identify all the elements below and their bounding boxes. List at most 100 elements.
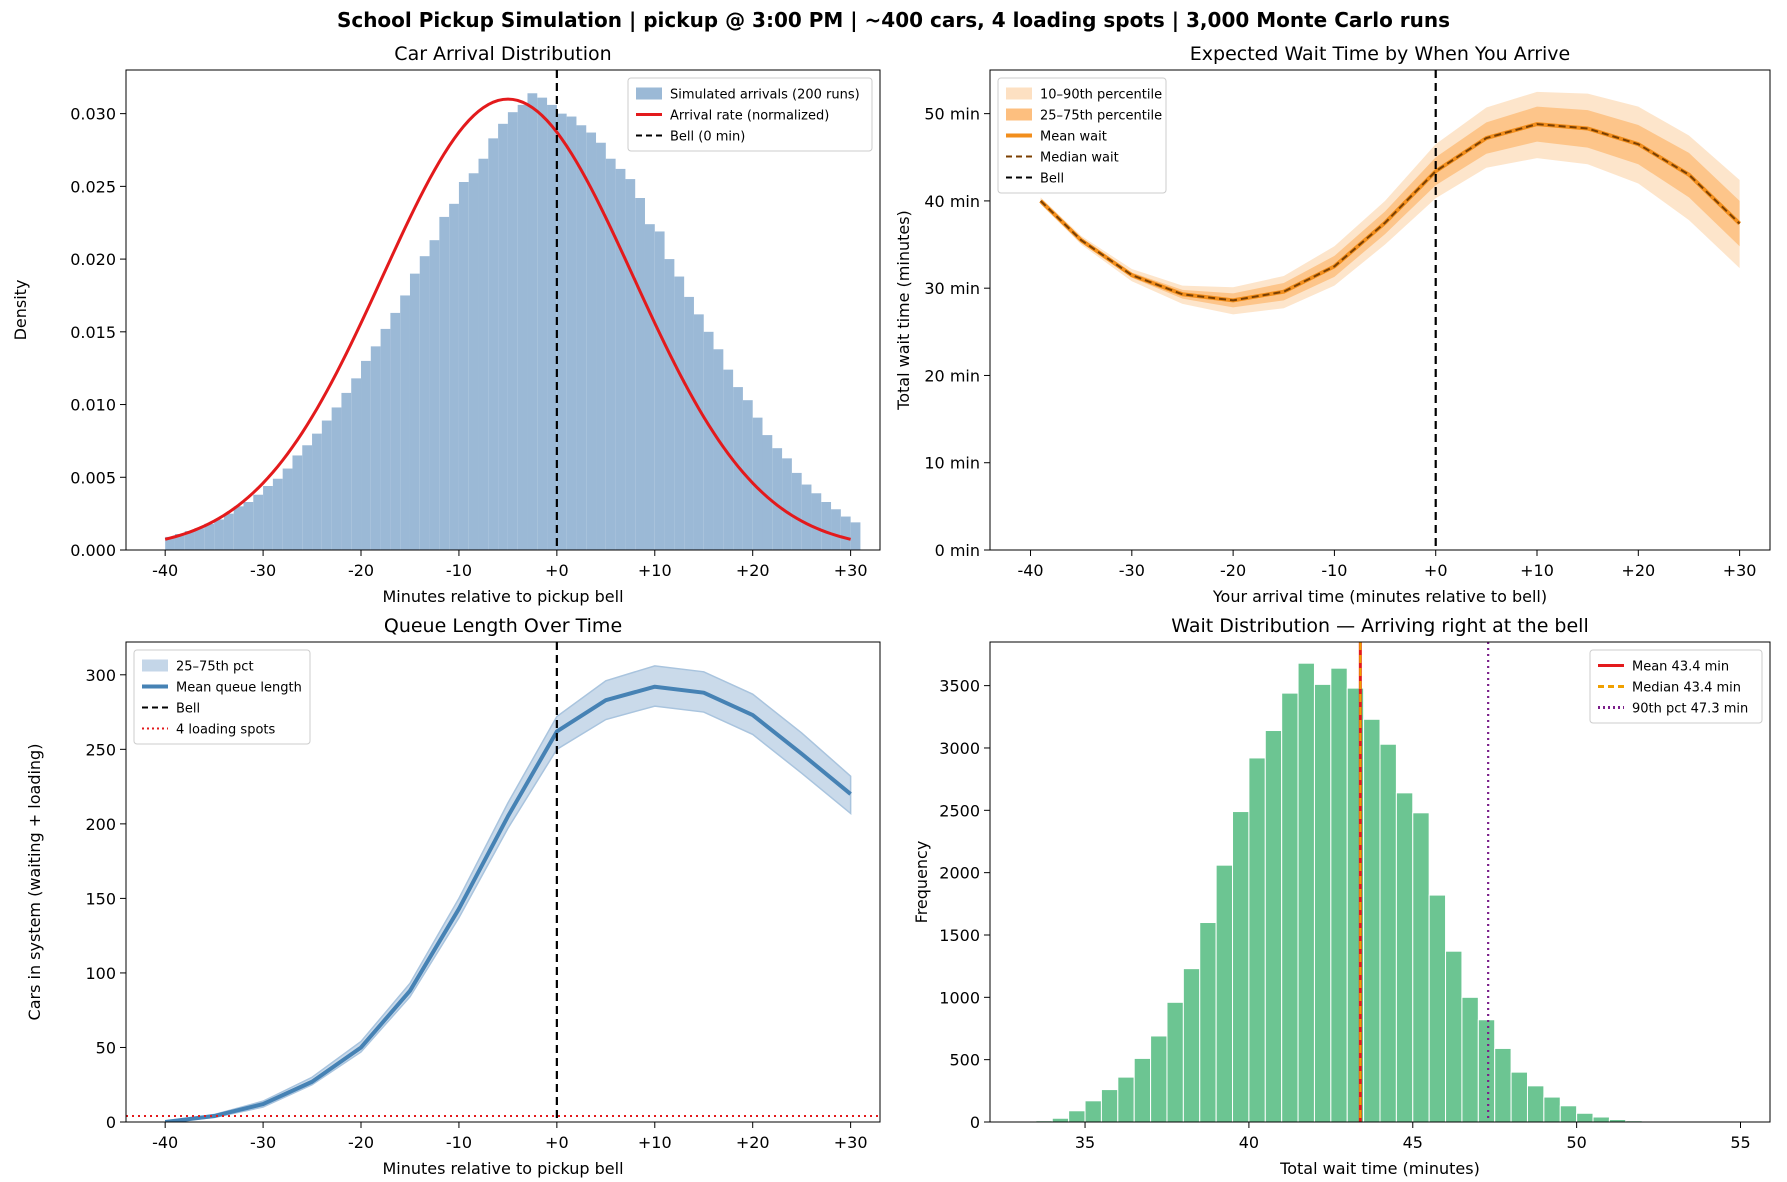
histogram-bar <box>351 378 362 550</box>
x-tick-label: 40 <box>1239 1133 1259 1152</box>
subplot-title: Queue Length Over Time <box>384 615 622 637</box>
histogram-bar <box>390 312 401 550</box>
legend-label: Mean wait <box>1040 130 1107 145</box>
histogram-bar <box>782 458 792 550</box>
legend-label: Simulated arrivals (200 runs) <box>670 88 860 103</box>
y-tick-label: 300 <box>85 666 116 685</box>
legend: Simulated arrivals (200 runs) Arrival rat… <box>627 77 873 152</box>
y-axis-label: Density <box>11 280 30 341</box>
legend: Mean 43.4 min Median 43.4 min 90th pct 47.… <box>1589 649 1763 724</box>
x-tick-label: +10 <box>638 1133 672 1152</box>
legend-label: Median wait <box>1040 151 1119 166</box>
histogram-bar <box>1477 1019 1496 1122</box>
y-tick-label: 0.015 <box>70 323 116 342</box>
histogram-bar <box>605 158 616 550</box>
y-tick-label: 1500 <box>939 926 980 945</box>
histogram-bar <box>1051 1117 1070 1122</box>
histogram-bar <box>1281 692 1299 1122</box>
histogram-bar <box>1215 864 1234 1122</box>
x-tick-label: +30 <box>834 1133 868 1152</box>
legend-swatch <box>1006 108 1032 121</box>
histogram-bar <box>223 513 234 550</box>
legend-label: Mean queue length <box>176 681 302 696</box>
x-tick-label: +20 <box>736 561 770 580</box>
x-tick-label: -10 <box>446 561 472 580</box>
histogram-bar <box>693 314 704 550</box>
histogram-bar <box>625 179 636 550</box>
histogram-bar <box>576 125 587 550</box>
histogram-bar <box>674 276 685 550</box>
histogram-bar <box>831 509 841 550</box>
legend-label: 25–75th pct <box>176 660 254 675</box>
histogram-bar <box>488 138 499 550</box>
histogram-bar <box>272 478 283 550</box>
x-tick-label: +20 <box>736 1133 770 1152</box>
histogram-bar <box>380 328 391 550</box>
y-tick-label: 10 min <box>924 454 980 473</box>
histogram-bar <box>458 182 469 550</box>
x-axis-label: Minutes relative to pickup bell <box>382 587 623 606</box>
histogram-bar <box>439 216 450 550</box>
histogram-bar <box>1510 1071 1528 1122</box>
legend-swatch <box>1006 87 1032 100</box>
histogram-bar <box>850 522 861 550</box>
histogram-bar <box>204 523 215 550</box>
y-tick-label: 2000 <box>939 864 980 883</box>
histogram-bar <box>409 273 420 550</box>
histogram-bar <box>498 123 508 550</box>
histogram-bar <box>478 158 489 550</box>
histogram-bar <box>811 493 822 550</box>
histogram-bar <box>243 502 254 550</box>
percentile-band <box>165 665 852 1122</box>
histogram-bar <box>713 349 724 550</box>
histogram-bar <box>507 112 518 550</box>
histogram-bar <box>1445 950 1463 1122</box>
y-tick-label: 0 <box>970 1113 980 1132</box>
plot-area <box>1035 642 1643 1122</box>
legend-box <box>627 77 873 152</box>
subplot-title: Expected Wait Time by When You Arrive <box>1190 43 1570 65</box>
histogram-bar <box>527 93 538 550</box>
histogram-bar <box>1395 792 1414 1122</box>
histogram-bar <box>1428 894 1447 1122</box>
histogram-bar <box>302 445 313 550</box>
histogram-bar <box>1264 730 1283 1122</box>
histogram-bar <box>429 240 440 550</box>
histogram-bar <box>184 531 195 550</box>
histogram-bar <box>566 116 577 550</box>
histogram-bar <box>331 407 342 550</box>
y-tick-label: 20 min <box>924 366 980 385</box>
subplot-3: -40 -30 -20 -10 +0 +10 +20 +30 0 50 100 150 200 250 30… <box>25 615 881 1178</box>
histogram-bar <box>1313 683 1332 1122</box>
histogram-bar <box>615 168 626 550</box>
histogram-bar <box>1182 968 1201 1122</box>
histogram-bar <box>214 519 224 550</box>
histogram-bar <box>1543 1096 1561 1122</box>
histogram-bar <box>1559 1105 1578 1122</box>
histogram-bar <box>684 296 694 550</box>
histogram-bar <box>174 534 185 550</box>
y-tick-label: 0 <box>106 1113 116 1132</box>
histogram-bar <box>449 203 459 550</box>
y-tick-label: 50 <box>96 1038 116 1057</box>
x-tick-label: -20 <box>1220 561 1246 580</box>
legend-label: Bell (0 min) <box>670 130 745 145</box>
figure-title: School Pickup Simulation | pickup @ 3:00… <box>336 8 1451 32</box>
histogram-bar <box>1248 757 1266 1122</box>
legend-box <box>997 77 1167 194</box>
x-tick-label: -20 <box>348 1133 374 1152</box>
x-tick-label: -30 <box>250 561 276 580</box>
percentile-band <box>1040 91 1740 315</box>
axes-frame <box>125 641 881 1123</box>
legend-label: Bell <box>1040 172 1064 187</box>
y-tick-label: 0 min <box>935 541 980 560</box>
histogram-bar <box>1379 743 1397 1122</box>
histogram-bar <box>556 113 567 550</box>
axes-frame <box>989 69 1771 551</box>
y-tick-label: 250 <box>85 740 116 759</box>
histogram-bar <box>282 468 293 550</box>
y-tick-label: 1000 <box>939 988 980 1007</box>
histogram-bar <box>1133 1057 1152 1122</box>
y-tick-label: 0.025 <box>70 177 116 196</box>
